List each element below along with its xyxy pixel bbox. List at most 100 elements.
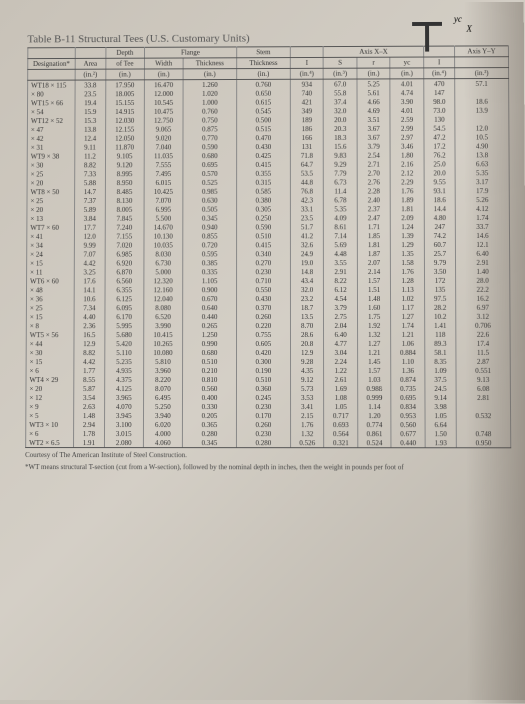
cell: 0.677 xyxy=(391,429,425,438)
cell: 7.495 xyxy=(144,169,183,178)
cell: 9.105 xyxy=(105,151,144,160)
cell: 0.505 xyxy=(183,205,237,214)
h-width: Width xyxy=(144,58,183,69)
cell: 2.91 xyxy=(456,258,510,267)
cell: WT7 × 60 xyxy=(27,223,75,232)
cell: 1.27 xyxy=(357,339,391,348)
table-row: × 247.076.9858.0300.5950.34024.94.481.87… xyxy=(27,249,510,259)
cell: WT5 × 56 xyxy=(26,330,74,339)
cell: 13.8 xyxy=(75,125,105,134)
cell: 3.79 xyxy=(324,303,358,312)
cell: 41.2 xyxy=(290,231,323,240)
cell: 0.380 xyxy=(237,196,291,205)
cell: 3.98 xyxy=(425,402,456,411)
cell: 2.04 xyxy=(324,321,358,330)
cell: 1.020 xyxy=(183,89,237,98)
cell xyxy=(455,115,509,124)
cell: 5.73 xyxy=(290,384,324,393)
cell: 5.88 xyxy=(75,178,105,187)
cell: 6.020 xyxy=(143,420,182,429)
cell: 9.99 xyxy=(74,241,104,250)
cell: 60.7 xyxy=(424,240,455,249)
cell: 166 xyxy=(290,133,323,142)
cell: 24.5 xyxy=(425,384,456,393)
cell: 16.2 xyxy=(456,294,510,303)
cell: 0.750 xyxy=(183,116,237,125)
cell: 4.69 xyxy=(357,106,390,115)
cell: 0.250 xyxy=(237,213,291,222)
cell: 0.370 xyxy=(236,303,290,312)
cell: 5.35 xyxy=(455,168,509,177)
col-depth: Depth xyxy=(106,47,145,58)
cell: 1.27 xyxy=(391,312,425,321)
cell: 0.280 xyxy=(182,429,236,438)
cell: 6.64 xyxy=(425,420,456,429)
cell: 7.020 xyxy=(105,241,144,250)
cell: 23.5 xyxy=(75,89,105,98)
cell: 3.25 xyxy=(74,267,104,276)
cell: 7.14 xyxy=(324,231,357,240)
cell: 3.100 xyxy=(104,420,143,429)
cell: 0.695 xyxy=(391,393,425,402)
cell: 20.3 xyxy=(324,124,357,133)
cell: 131 xyxy=(290,142,323,151)
cell: 6.355 xyxy=(105,285,144,294)
cell: 2.87 xyxy=(456,357,510,366)
cell: 1.75 xyxy=(357,312,391,321)
cell: 6.015 xyxy=(144,178,183,187)
cell: 0.321 xyxy=(324,438,358,448)
cell: × 15 xyxy=(26,312,74,321)
cell: 1.08 xyxy=(324,393,358,402)
cell: 5.61 xyxy=(357,88,390,97)
table-row: WT7 × 6017.77.24014.6700.9400.59051.78.6… xyxy=(27,222,510,232)
cell: 11.870 xyxy=(105,142,144,151)
cell: 12.9 xyxy=(290,348,324,357)
cell: 6.125 xyxy=(105,294,144,303)
cell: × 20 xyxy=(26,384,74,393)
cell: 0.564 xyxy=(324,429,358,438)
cell: 2.29 xyxy=(391,177,425,186)
cell: 0.900 xyxy=(183,285,237,294)
cell: 58.1 xyxy=(425,348,456,357)
cell: 3.55 xyxy=(324,258,358,267)
cell: 0.220 xyxy=(236,321,290,330)
cell: 9.11 xyxy=(75,143,105,152)
cell: 0.545 xyxy=(237,106,291,115)
cell: 9.14 xyxy=(425,393,456,402)
cell: 3.965 xyxy=(104,393,143,402)
cell: 8.485 xyxy=(105,187,144,196)
cell: 7.155 xyxy=(105,232,144,241)
cell: 1.76 xyxy=(391,186,425,195)
cell: 8.030 xyxy=(144,249,183,258)
cell: 5.500 xyxy=(144,214,183,223)
h-oftee: of Tee xyxy=(105,58,144,69)
cell: 5.110 xyxy=(104,348,143,357)
cell: 1.05 xyxy=(425,411,456,420)
cell: 42.3 xyxy=(290,196,323,205)
cell: 4.000 xyxy=(143,429,182,438)
cell: 8.22 xyxy=(324,276,358,285)
cell: 2.16 xyxy=(391,160,425,169)
cell: 55.8 xyxy=(324,88,357,97)
cell: 11.4 xyxy=(324,186,357,195)
cell: 7.79 xyxy=(324,169,357,178)
cell: 1.87 xyxy=(357,249,391,258)
cell: 53.5 xyxy=(290,169,323,178)
cell: 32.6 xyxy=(290,240,323,249)
cell: 32.0 xyxy=(324,106,357,115)
cell: 0.265 xyxy=(183,321,237,330)
h-designation: Designation* xyxy=(28,58,75,69)
cell: 4.42 xyxy=(74,259,104,268)
h-I: I xyxy=(290,57,323,68)
cell: 0.470 xyxy=(237,133,291,142)
cell: 2.080 xyxy=(104,438,143,448)
cell: 5.35 xyxy=(324,204,357,213)
cell: × 25 xyxy=(26,303,74,312)
cell: 0.834 xyxy=(391,402,425,411)
cell: 1.57 xyxy=(357,276,391,285)
cell: 6.985 xyxy=(105,250,144,259)
cell: 1.78 xyxy=(74,429,105,438)
cell: 349 xyxy=(290,106,323,115)
cell: 0.560 xyxy=(391,420,425,429)
cell: 6.63 xyxy=(455,159,509,168)
